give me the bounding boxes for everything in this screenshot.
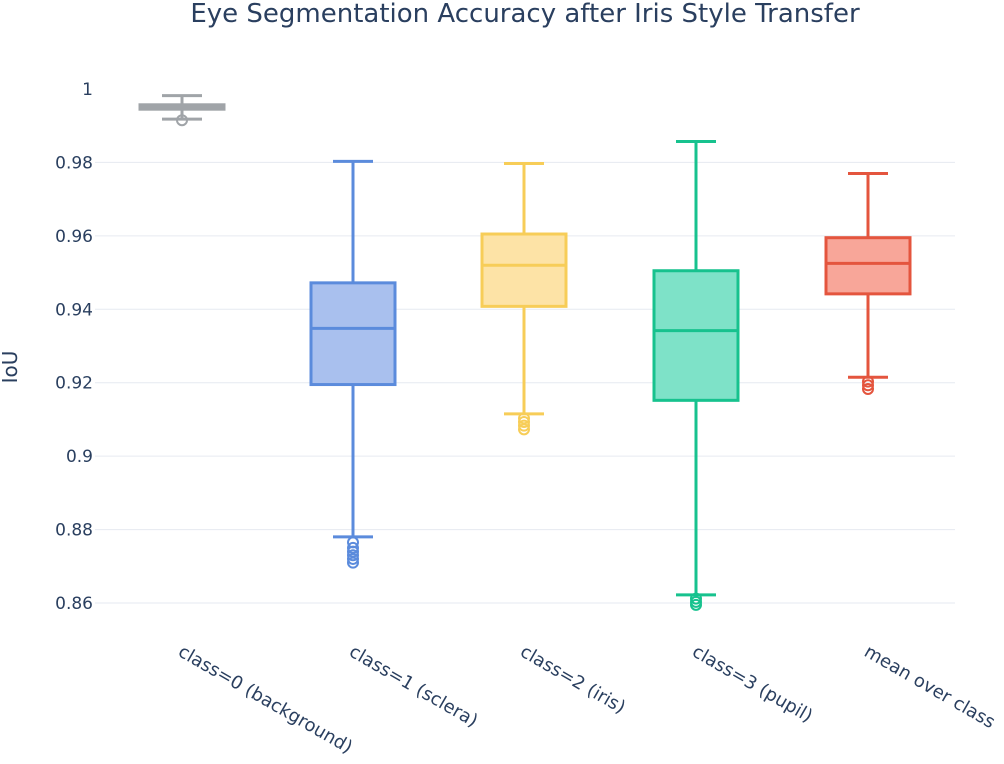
- y-tick-label: 0.92: [55, 374, 93, 394]
- box-plot-1: [309, 159, 397, 569]
- outlier-point: [690, 598, 702, 611]
- x-category-label: class=0 (background): [175, 641, 356, 758]
- iqr-box: [480, 232, 568, 308]
- outlier-point: [176, 114, 188, 127]
- outlier-point: [347, 549, 359, 562]
- y-tick-label: 0.86: [55, 594, 93, 614]
- chart-title: Eye Segmentation Accuracy after Iris Sty…: [190, 0, 860, 29]
- outlier-point: [518, 419, 530, 432]
- x-category-label: class=2 (iris): [517, 641, 629, 718]
- box-plot-2: [480, 162, 568, 436]
- x-category-label: class=1 (sclera): [346, 641, 482, 732]
- outlier-point: [862, 382, 874, 395]
- outlier-point: [862, 379, 874, 392]
- y-axis-title: IoU: [0, 351, 22, 384]
- outlier-point: [518, 415, 530, 428]
- iqr-box: [309, 281, 397, 387]
- y-tick-label: 0.96: [55, 227, 93, 247]
- y-tick-label: 0.9: [66, 447, 93, 467]
- outlier-point: [347, 552, 359, 565]
- y-tick-label: 0.88: [55, 521, 93, 541]
- x-axis-categories: class=0 (background)class=1 (sclera) clas…: [175, 641, 999, 758]
- y-tick-label: 0.94: [55, 300, 93, 320]
- box-plots: [138, 94, 912, 611]
- y-axis-ticks: 0.86 0.88 0.9 0.92 0.94 0.96 0.98 1: [55, 80, 93, 614]
- box-plot-0: [138, 94, 226, 127]
- box-plot-3: [652, 140, 740, 611]
- iqr-box: [652, 269, 740, 402]
- x-category-label: class=3 (pupil): [689, 641, 817, 727]
- outlier-point: [518, 423, 530, 436]
- y-tick-label: 0.98: [55, 153, 93, 173]
- outlier-point: [347, 545, 359, 558]
- outlier-point: [347, 556, 359, 569]
- outlier-point: [518, 412, 530, 425]
- y-tick-label: 1: [82, 80, 93, 100]
- outlier-point: [862, 375, 874, 388]
- iqr-box: [824, 236, 912, 296]
- x-category-label: mean over class: [861, 641, 999, 733]
- outlier-point: [347, 541, 359, 554]
- box-plot-4: [824, 171, 912, 395]
